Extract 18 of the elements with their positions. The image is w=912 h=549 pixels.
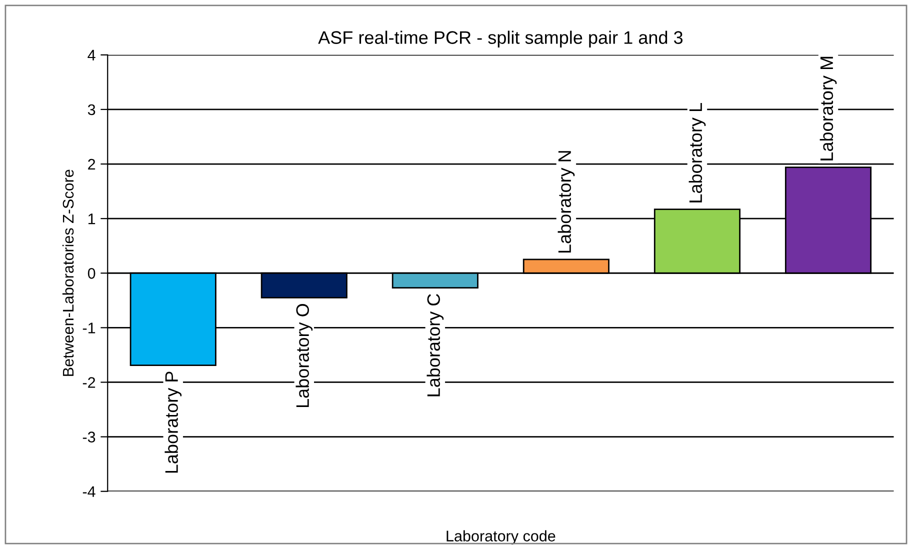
- y-tick-label: 3: [88, 104, 96, 116]
- x-tick-label: Laboratory N: [558, 151, 575, 253]
- y-tick-label: 1: [88, 214, 96, 224]
- x-tick-label: Laboratory P: [164, 372, 182, 473]
- x-tick-label: Laboratory L: [688, 103, 706, 202]
- x-tick-label: Laboratory O: [296, 304, 313, 408]
- y-tick-label: -3: [82, 432, 96, 442]
- y-axis-title: Between-Laboratories Z-Score: [62, 170, 74, 376]
- y-tick-label: -4: [82, 486, 96, 497]
- x-axis-title: Laboratory code: [446, 530, 556, 544]
- y-tick-label: -2: [82, 377, 96, 388]
- y-tick-label: 2: [88, 158, 96, 170]
- y-tick-label: 0: [88, 268, 96, 279]
- y-tick-label: -1: [82, 322, 96, 334]
- y-tick-label: 4: [88, 50, 96, 60]
- x-tick-label: Laboratory M: [820, 56, 837, 160]
- x-tick-label: Laboratory C: [426, 294, 444, 396]
- chart-title: ASF real-time PCR - split sample pair 1 and 3: [318, 30, 683, 48]
